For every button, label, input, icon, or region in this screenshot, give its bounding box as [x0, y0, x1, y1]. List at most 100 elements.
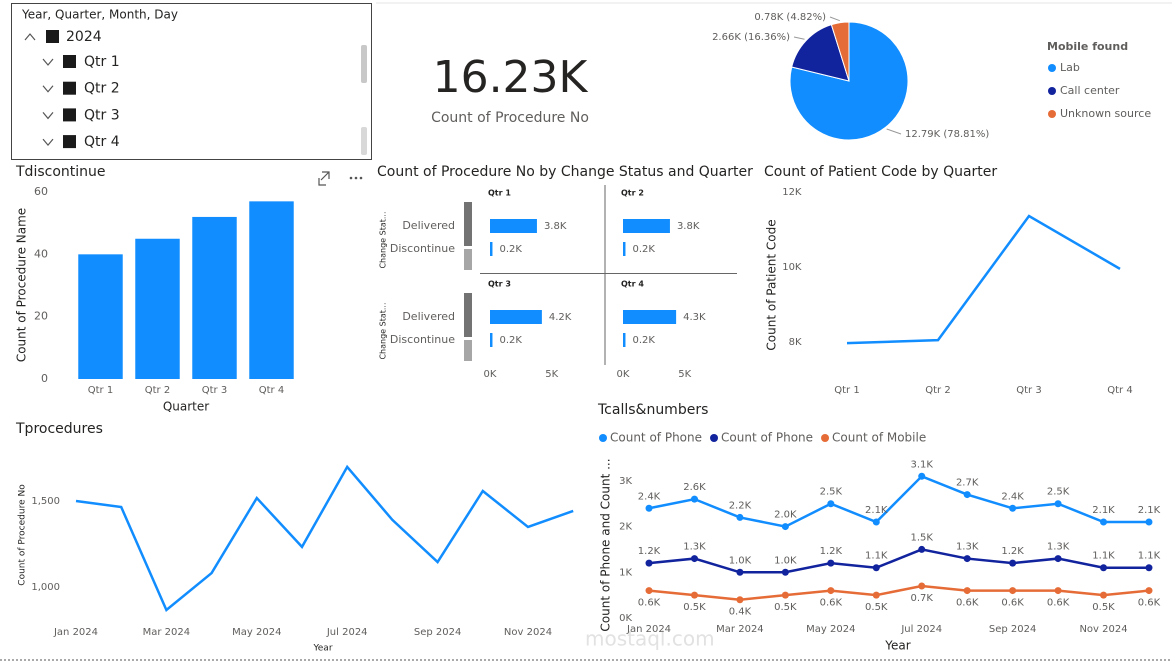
value-label: 2.4K [1001, 491, 1024, 502]
checkbox[interactable] [46, 30, 59, 43]
slicer-item[interactable]: Qtr 1 [84, 54, 120, 70]
x-tick-label: Qtr 4 [1107, 385, 1132, 396]
legend-label: Call center [1060, 84, 1120, 97]
point [690, 555, 698, 563]
category-label: Delivered [402, 310, 455, 323]
x-tick-label: Jul 2024 [326, 627, 368, 638]
point [1145, 587, 1153, 595]
bar [490, 242, 493, 256]
bar [623, 219, 670, 233]
point [1054, 500, 1062, 508]
pie-slice [791, 24, 850, 82]
bar [135, 238, 180, 379]
more-options[interactable] [349, 176, 363, 180]
pie-label: 12.79K (78.81%) [905, 129, 989, 140]
chart-title: Tcalls&numbers [597, 402, 708, 418]
x-tick-label: 5K [678, 369, 691, 380]
slicer-item[interactable]: Qtr 4 [84, 134, 120, 150]
point [1100, 591, 1108, 599]
slicer-scrollbar[interactable] [361, 45, 367, 83]
y-tick-label: 0 [41, 372, 48, 385]
value-label: 3.8K [677, 221, 700, 232]
point [963, 555, 971, 563]
slicer-item[interactable]: Qtr 3 [84, 107, 120, 123]
point [1054, 587, 1062, 595]
focus-icon[interactable] [318, 171, 330, 186]
pie-label: 0.78K (4.82%) [754, 12, 826, 23]
value-label: 2.1K [1138, 505, 1161, 516]
checkbox[interactable] [63, 55, 76, 68]
slicer-item[interactable]: 2024 [66, 29, 102, 45]
legend-marker [1048, 110, 1056, 118]
legend-marker [710, 434, 719, 442]
value-label: 4.3K [683, 312, 706, 323]
point [963, 587, 971, 595]
y-tick-label: 2K [619, 522, 632, 533]
point [645, 504, 653, 512]
focus-icon-path [318, 171, 330, 186]
chevron[interactable] [42, 112, 54, 120]
chevron[interactable] [42, 138, 54, 147]
line [846, 214, 1121, 345]
x-axis-label: Year [312, 644, 332, 654]
checkbox[interactable] [63, 135, 76, 149]
checkbox[interactable] [63, 81, 76, 95]
value-label: 1.5K [910, 532, 933, 543]
x-axis-label: Quarter [163, 400, 209, 414]
bar [623, 310, 677, 324]
point [963, 491, 971, 499]
value-label: 1.2K [820, 546, 843, 557]
dot [354, 176, 358, 180]
legend-label: Unknown source [1060, 107, 1151, 120]
value-label: 0.6K [638, 598, 661, 609]
value-label: 0.5K [683, 602, 706, 613]
value-label: 2.7K [956, 478, 979, 489]
x-tick-label: Qtr 2 [925, 385, 950, 396]
y-tick-label: 20 [34, 310, 48, 323]
point [918, 582, 926, 590]
category-label: Delivered [402, 219, 455, 232]
card-label: Count of Procedure No [431, 110, 589, 126]
y-tick-label: 12K [782, 187, 802, 198]
chevron[interactable] [24, 33, 36, 41]
point [872, 591, 880, 599]
x-tick-label: Qtr 3 [1016, 385, 1041, 396]
y-axis-label: Count of Procedure No [18, 484, 28, 586]
panel-title: Qtr 3 [488, 280, 511, 289]
point [736, 513, 744, 521]
y-tick-label: 0K [619, 613, 632, 624]
value-label: 2.1K [865, 505, 888, 516]
card-value: 16.23K [433, 52, 589, 103]
pie-slice [789, 21, 909, 141]
value-label: 0.5K [865, 602, 888, 613]
line [648, 584, 1150, 601]
point [690, 495, 698, 503]
chart-title: Tprocedures [15, 421, 103, 437]
x-tick-label: 0K [484, 369, 497, 380]
slicer-item[interactable]: Qtr 2 [84, 81, 120, 97]
x-tick-label: Qtr 1 [834, 385, 859, 396]
leader-line [886, 128, 902, 135]
point [918, 472, 926, 480]
point [827, 587, 835, 595]
bar [192, 216, 237, 379]
value-label: 0.6K [956, 598, 979, 609]
y-axis-label: Count of Phone and Count ... [599, 458, 613, 631]
point [1100, 564, 1108, 572]
group-bar [464, 293, 472, 337]
legend-marker [1048, 64, 1056, 72]
value-label: 4.2K [549, 312, 572, 323]
y-tick-label: 10K [782, 262, 802, 273]
value-label: 1.1K [1092, 551, 1115, 562]
legend-marker [821, 434, 830, 442]
value-label: 0.6K [1047, 598, 1070, 609]
x-tick-label: Mar 2024 [716, 624, 764, 635]
checkbox[interactable] [63, 108, 76, 122]
chart-title: Count of Patient Code by Quarter [764, 164, 997, 180]
chevron[interactable] [42, 85, 54, 93]
point [645, 587, 653, 595]
chevron[interactable] [42, 58, 54, 66]
point [1100, 518, 1108, 526]
legend-label: Count of Mobile [832, 431, 926, 445]
